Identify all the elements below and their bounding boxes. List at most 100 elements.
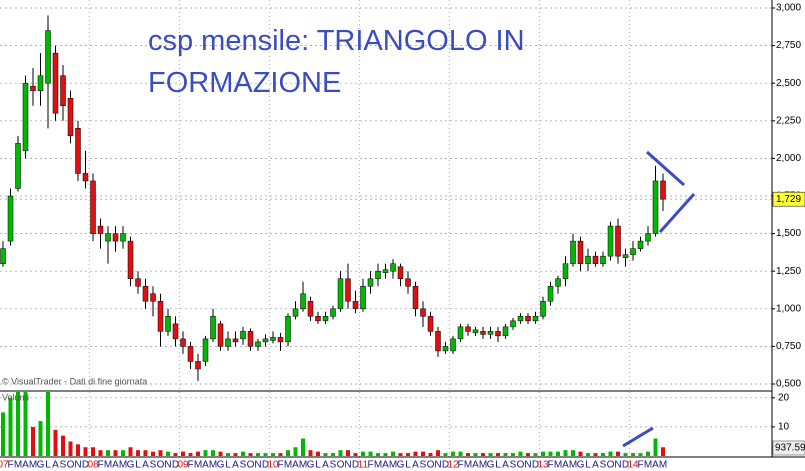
x-tick-label: O [247,460,255,471]
x-tick-label: F [277,460,283,471]
candle-body [135,278,141,287]
volume-bar [166,451,170,456]
volume-bar [151,451,155,456]
volume-bar [196,451,200,456]
volume-bar [653,438,658,456]
volume-bar [631,453,635,456]
candle-body [292,308,299,317]
volume-bar [511,453,515,456]
x-tick-label: F [367,460,373,471]
volume-bar [211,450,215,456]
candle-body [202,338,209,362]
volume-bar [158,450,163,456]
volume-bar [226,453,230,456]
source-note: © VisualTrader - Dati di fine giornata [2,376,147,386]
x-tick-label: N [524,460,531,471]
trend-line [622,426,654,448]
candle-body [397,266,404,279]
volume-bar [646,451,650,456]
candle-body [457,326,464,340]
candle-body [532,316,539,322]
candle-body [172,323,179,340]
candle-body [645,233,651,242]
candle-body [660,180,666,200]
volume-bar [23,392,28,456]
candle-body [322,316,329,322]
x-tick-label: S [600,460,607,471]
x-tick-label: A [562,460,569,471]
volume-bar [361,451,365,456]
volume-bar [76,444,80,456]
y-tick-label: 1,500 [776,228,801,239]
x-tick-label: A [502,460,509,471]
x-tick-label: M [464,460,472,471]
candle-body [30,85,36,91]
y-tick-label: 1,000 [776,303,801,314]
volume-bar [38,421,43,456]
y-tick-label: 2,000 [776,153,801,164]
x-tick-label: D [352,460,359,471]
x-tick-label: F [7,460,13,471]
volume-bar [623,453,628,456]
candle-body [412,285,419,310]
candle-body [52,52,59,114]
last-price-tag [772,191,805,207]
y-tick-label: 1,250 [776,266,801,277]
candle-body [225,338,231,347]
candle-body [15,143,21,189]
x-tick-label: S [510,460,517,471]
candle-body [525,316,531,322]
candle-body [427,316,434,332]
volume-bar [241,451,245,456]
candle-body [157,301,164,332]
volume-bar [308,450,313,456]
candle-body [345,278,351,302]
candle-body [360,285,366,310]
volume-bar [376,453,380,456]
x-tick-label: S [240,460,247,471]
x-tick-label: D [532,460,539,471]
volume-bar [496,453,500,456]
candle-body [262,338,269,343]
volume-bar [143,450,148,456]
candle-body [232,338,239,343]
candle-body [555,278,561,287]
x-tick-label: A [322,460,329,471]
x-tick-label: S [330,460,337,471]
candle-body [22,82,29,152]
candle-body [255,341,261,347]
x-tick-label: N [434,460,441,471]
x-tick-label: L [495,460,501,471]
candle-body [472,329,479,334]
volume-bar [16,392,20,456]
x-tick-label: M [644,460,652,471]
x-tick-label: N [344,460,351,471]
volume-bar [488,453,493,456]
volume-bar [106,450,110,456]
x-tick-label: M [209,460,217,471]
x-tick-label: G [487,460,495,471]
candle-body [127,240,134,279]
volume-bar [586,453,590,456]
candle-body [630,248,636,255]
volume-bar [98,450,103,456]
x-tick-label: F [187,460,193,471]
x-tick-label: F [457,460,463,471]
volume-bar [46,392,50,456]
volume-bar [533,453,538,456]
chart-title: csp mensile: TRIANGOLO IN [148,25,525,57]
y-tick-label: 2,750 [776,40,801,51]
candle-body [45,30,51,84]
volume-bar [368,451,373,456]
x-tick-label: L [45,460,51,471]
candle-body [487,331,494,335]
x-tick-label: A [22,460,29,471]
volume-bar [91,447,95,456]
x-tick-label: 07 [0,460,9,471]
candle-body [592,255,599,264]
volume-bar [398,453,403,456]
x-tick-label: M [14,460,22,471]
x-tick-label: F [637,460,643,471]
candle-body [97,225,104,234]
candle-body [60,75,66,107]
